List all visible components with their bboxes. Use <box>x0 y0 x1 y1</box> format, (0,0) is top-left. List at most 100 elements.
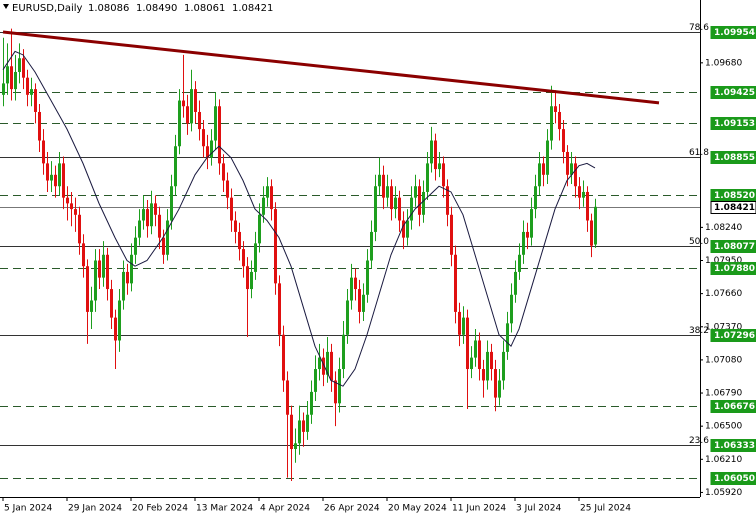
candle-body <box>334 380 337 404</box>
candle-body <box>498 380 501 398</box>
candle-body <box>410 197 413 221</box>
candle-body <box>402 220 405 238</box>
level-label-box <box>710 240 756 253</box>
moving-average <box>2 50 596 387</box>
fib-label: 23.6 <box>689 436 709 446</box>
candle-body <box>378 174 381 187</box>
candle-body <box>66 197 69 204</box>
candle-body <box>182 100 185 107</box>
candle-body <box>106 254 109 290</box>
candle-body <box>394 197 397 210</box>
candle-body <box>494 369 497 398</box>
candle-body <box>362 294 365 312</box>
level-label: 1.08421 <box>714 203 755 213</box>
y-tick-label: 1.06790 <box>705 389 742 399</box>
candle-body <box>166 220 169 255</box>
candle-body <box>458 311 461 335</box>
candle-body <box>418 186 421 215</box>
candle-body <box>82 243 85 267</box>
candle-body <box>114 317 117 341</box>
candle-body <box>210 140 213 158</box>
candle-body <box>154 203 157 215</box>
level-label: 1.06676 <box>714 402 755 412</box>
candle-body <box>38 111 41 141</box>
candle-body <box>298 420 301 444</box>
candle-body <box>326 351 329 375</box>
x-tick-label: 25 Jul 2024 <box>580 504 631 514</box>
candle-body <box>134 237 137 255</box>
candle-body <box>254 243 257 272</box>
candle-body <box>266 186 269 198</box>
candle-body <box>194 89 197 112</box>
x-tick-label: 5 Jan 2024 <box>4 504 52 514</box>
symbol-icon <box>3 4 9 9</box>
candle-body <box>126 271 129 284</box>
candle-body <box>2 83 5 95</box>
candle-body <box>22 58 25 78</box>
x-tick-label: 13 Mar 2024 <box>196 504 253 514</box>
y-tick-label: 1.09680 <box>705 58 742 68</box>
candle-body <box>350 277 353 301</box>
level-label: 1.08077 <box>714 242 755 252</box>
candle-body <box>282 334 285 381</box>
candle-body <box>510 294 513 324</box>
y-tick-label: 1.07660 <box>705 289 742 299</box>
candle-body <box>278 283 281 335</box>
candle-body <box>146 209 149 227</box>
candle-body <box>450 214 453 255</box>
candle-body <box>50 174 53 181</box>
y-tick-label: 1.08240 <box>705 223 742 233</box>
x-tick-label: 20 Feb 2024 <box>132 504 188 514</box>
fib-label: 78.6 <box>689 23 709 33</box>
candle-body <box>130 254 133 284</box>
candle-body <box>242 249 245 267</box>
level-label: 1.07880 <box>714 264 755 274</box>
trend-line <box>2 30 660 105</box>
candle-body <box>270 186 273 210</box>
plot-area <box>0 28 700 482</box>
level-label-box <box>710 262 756 275</box>
candle-body <box>238 231 241 250</box>
candle-body <box>174 146 177 187</box>
candle-body <box>6 66 9 84</box>
level-label: 1.08520 <box>714 191 755 201</box>
candle-body <box>466 317 469 370</box>
candle-body <box>558 111 561 130</box>
candle-body <box>390 186 393 210</box>
candle-body <box>86 266 89 312</box>
level-label-box <box>710 472 756 485</box>
candle-body <box>562 129 565 152</box>
candle-body <box>150 203 153 227</box>
y-tick-label: 1.07950 <box>705 256 742 266</box>
candle-body <box>586 191 589 221</box>
level-label: 1.09425 <box>714 88 755 98</box>
candle-body <box>222 163 225 181</box>
candle-body <box>354 277 357 290</box>
candle-body <box>574 163 577 187</box>
candle-body <box>426 163 429 192</box>
candle-body <box>98 260 101 278</box>
candle-body <box>398 197 401 221</box>
candle-body <box>490 351 493 370</box>
level-label-box <box>710 86 756 99</box>
candle-body <box>74 209 77 215</box>
x-tick-label: 3 Jul 2024 <box>516 504 561 514</box>
candle-body <box>118 300 121 341</box>
candle-body <box>262 197 265 215</box>
candle-body <box>290 414 293 450</box>
candle-body <box>386 186 389 198</box>
level-label: 1.06333 <box>714 441 755 451</box>
candle-body <box>414 186 417 198</box>
candle-body <box>226 180 229 198</box>
candle-body <box>42 140 45 164</box>
level-label: 1.08855 <box>714 153 755 163</box>
candle-body <box>474 340 477 358</box>
candle-body <box>250 271 253 290</box>
level-label-box <box>710 439 756 452</box>
candle-body <box>246 266 249 290</box>
level-label-box <box>710 400 756 413</box>
candle-body <box>198 111 201 130</box>
level-label: 1.09153 <box>714 119 755 129</box>
level-label-box <box>710 329 756 342</box>
level-label: 1.07296 <box>714 331 755 341</box>
